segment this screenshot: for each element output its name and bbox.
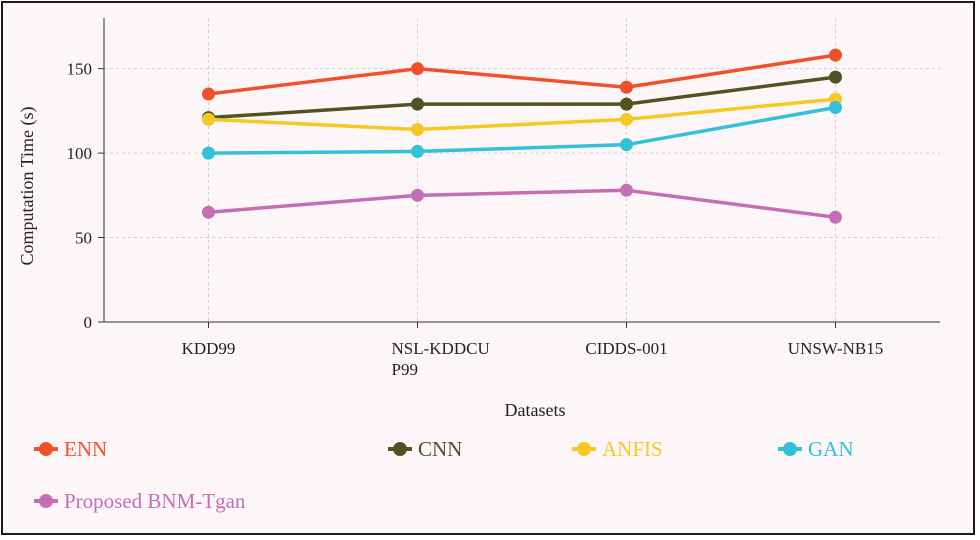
x-tick-label-line: UNSW-NB15 [788,339,883,358]
legend-swatch-marker [39,442,53,456]
legend-item[interactable]: GAN [778,437,854,461]
data-point[interactable] [620,97,633,111]
series-line-gan [208,105,836,155]
data-point[interactable] [202,205,215,219]
x-tick-label: KDD99 [182,339,236,358]
legend-swatch-marker [783,442,797,456]
data-point[interactable] [411,144,424,158]
y-tick-label: 50 [75,229,92,248]
legend-label: Proposed BNM-Tgan [64,489,246,513]
x-tick-label: NSL-KDDCU P99 [392,339,490,379]
legend-swatch-marker [393,442,407,456]
data-point[interactable] [411,188,424,202]
series-line-cnn [208,75,836,120]
legend-item[interactable]: ENN [34,437,107,461]
y-tick-label: 0 [84,313,93,332]
x-tick-label-line: NSL-KDDCU [392,339,490,358]
data-point[interactable] [829,70,842,84]
legend-swatch-marker [577,442,591,456]
x-tick-label: UNSW-NB15 [788,339,883,358]
series-line-proposed-bnm-tgan [208,188,836,220]
data-point[interactable] [829,48,842,62]
series-line-enn [208,53,836,96]
x-tick-label-line: P99 [392,360,418,379]
data-point[interactable] [202,87,215,101]
x-tick-label: CIDDS-001 [585,339,667,358]
legend-label: ENN [64,437,107,461]
legend-label: ANFIS [602,437,663,461]
data-point[interactable] [202,112,215,126]
data-point[interactable] [411,97,424,111]
legend-item[interactable]: ANFIS [572,437,663,461]
x-tick-label-line: KDD99 [182,339,236,358]
data-point[interactable] [202,146,215,160]
legend-label: GAN [808,437,854,461]
grid-layer [104,18,940,322]
data-point[interactable] [620,80,633,94]
x-axis-title: Datasets [505,400,566,420]
legend: ENN CNN ANFIS GAN Proposed BNM-Tgan [34,437,854,513]
data-point[interactable] [620,138,633,152]
y-tick-label: 150 [67,60,93,79]
data-point[interactable] [829,101,842,115]
series-line-anfis [208,97,836,132]
data-point[interactable] [411,62,424,76]
data-point[interactable] [620,112,633,126]
x-tick-label-line: CIDDS-001 [585,339,667,358]
y-tick-label: 100 [67,144,93,163]
legend-label: CNN [418,437,462,461]
data-point[interactable] [620,183,633,197]
legend-swatch-marker [39,494,53,508]
axis-layer: 0 50 100 150 KDD99 NSL-KDDCU P99 CIDDS-001 UNSW-… [67,18,940,379]
legend-item[interactable]: Proposed BNM-Tgan [34,489,246,513]
data-point[interactable] [411,122,424,136]
series-layer [202,48,842,224]
y-axis-title: Computation Time (s) [17,106,38,265]
legend-item[interactable]: CNN [388,437,462,461]
data-point[interactable] [829,210,842,224]
